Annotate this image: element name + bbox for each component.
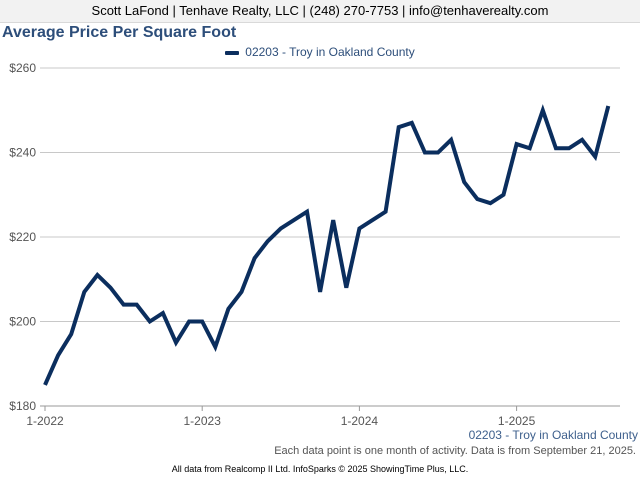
series-line: [43, 104, 611, 386]
legend-line-swatch: [225, 50, 240, 55]
y-tick-label: $240: [9, 146, 36, 160]
data-note: Each data point is one month of activity…: [274, 445, 636, 457]
chart-title: Average Price Per Square Foot: [2, 24, 237, 41]
x-tick-label: 1-2025: [498, 414, 536, 428]
chart-legend: 02203 - Troy in Oakland County: [0, 45, 640, 59]
x-tick-label: 1-2022: [26, 414, 64, 428]
agent-contact-info: Scott LaFond | Tenhave Realty, LLC | (24…: [91, 3, 549, 18]
y-tick-label: $180: [9, 399, 36, 413]
y-tick-label: $260: [9, 61, 36, 75]
x-tick-label: 1-2024: [341, 414, 379, 428]
x-tick-label: 1-2023: [184, 414, 222, 428]
header-bar: Scott LaFond | Tenhave Realty, LLC | (24…: [0, 0, 640, 23]
footer-credit: All data from Realcomp II Ltd. InfoSpark…: [171, 464, 469, 474]
y-tick-label: $220: [9, 230, 36, 244]
legend-series-label: 02203 - Troy in Oakland County: [245, 45, 415, 59]
series-source-label: 02203 - Troy in Oakland County: [468, 428, 638, 442]
y-tick-label: $200: [9, 315, 36, 329]
